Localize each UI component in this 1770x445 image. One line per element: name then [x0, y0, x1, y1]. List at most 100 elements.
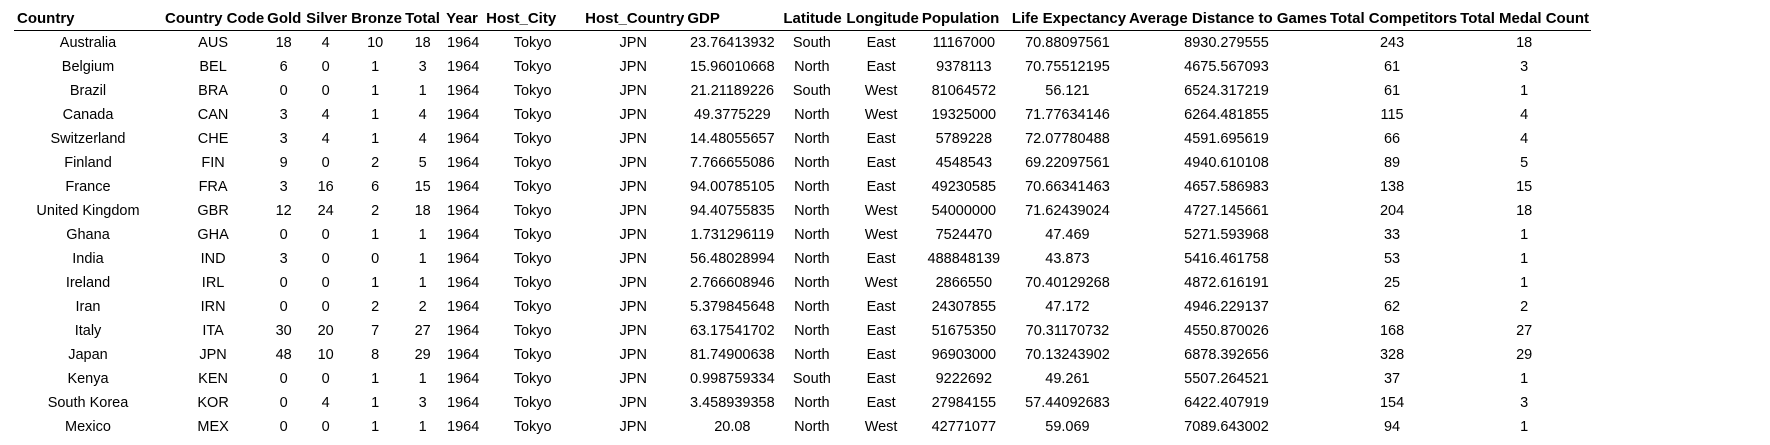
cell-bronze: 1 [371, 419, 380, 435]
col-header-total-medal-count: Total Medal Count [1457, 8, 1592, 31]
cell-silver: 4 [321, 35, 330, 51]
cell-average-distance: 4550.870026 [1184, 323, 1269, 339]
cell-latitude: North [794, 203, 830, 219]
cell-total-medal-count: 1 [1520, 275, 1529, 291]
cell-total-competitors: 37 [1383, 371, 1401, 387]
cell-gdp: 7.766655086 [690, 155, 775, 171]
cell-population: 81064572 [931, 83, 997, 99]
cell-country: Iran [75, 299, 101, 315]
cell-bronze: 0 [371, 251, 380, 267]
cell-total-medal-count: 1 [1520, 83, 1529, 99]
cell-country: Switzerland [50, 131, 126, 147]
cell-total: 1 [418, 419, 427, 435]
cell-silver: 4 [321, 395, 330, 411]
cell-latitude: North [794, 155, 830, 171]
cell-longitude: East [866, 323, 896, 339]
cell-total: 3 [418, 59, 427, 75]
cell-latitude: North [794, 395, 830, 411]
cell-host-city: Tokyo [513, 179, 552, 195]
cell-gdp: 15.96010668 [690, 59, 775, 75]
cell-year: 1964 [447, 299, 480, 315]
cell-latitude: South [792, 35, 831, 51]
cell-total: 1 [418, 227, 427, 243]
cell-country: Australia [59, 35, 117, 51]
cell-total: 15 [414, 179, 431, 195]
cell-longitude: East [866, 251, 896, 267]
cell-country: Brazil [69, 83, 107, 99]
cell-country-code: GBR [197, 203, 229, 219]
cell-country: Italy [74, 323, 102, 339]
cell-total-competitors: 61 [1383, 59, 1401, 75]
cell-gold: 3 [279, 179, 288, 195]
col-header-latitude: Latitude [780, 8, 844, 31]
cell-total-medal-count: 2 [1520, 299, 1529, 315]
cell-total-medal-count: 1 [1520, 371, 1529, 387]
cell-year: 1964 [447, 131, 480, 147]
cell-life-expectancy: 57.44092683 [1025, 395, 1110, 411]
cell-year: 1964 [447, 155, 480, 171]
cell-host-country: JPN [619, 419, 647, 435]
cell-population: 5789228 [935, 131, 993, 147]
cell-population: 4548543 [935, 155, 993, 171]
cell-life-expectancy: 56.121 [1045, 83, 1090, 99]
cell-total-competitors: 33 [1383, 227, 1401, 243]
cell-country-code: KOR [197, 395, 229, 411]
cell-total-competitors: 89 [1383, 155, 1401, 171]
cell-total: 1 [418, 251, 427, 267]
cell-bronze: 2 [371, 299, 380, 315]
cell-total-competitors: 243 [1379, 35, 1405, 51]
table-row: Finland FIN 9 0 2 5 1964 Tokyo JPN 7.766655086 Nor… [14, 151, 1591, 175]
cell-country-code: IRL [201, 275, 225, 291]
cell-gdp: 49.3775229 [694, 107, 771, 123]
cell-total: 1 [418, 275, 427, 291]
cell-total: 2 [418, 299, 427, 315]
cell-gold: 3 [279, 131, 288, 147]
table-row: Italy ITA 30 20 7 27 1964 Tokyo JPN 63.17541702 No… [14, 319, 1591, 343]
cell-host-country: JPN [619, 155, 647, 171]
cell-country: Mexico [65, 419, 111, 435]
cell-latitude: South [792, 371, 831, 387]
cell-average-distance: 6264.481855 [1184, 107, 1269, 123]
cell-host-country: JPN [619, 83, 647, 99]
cell-total-medal-count: 3 [1520, 59, 1529, 75]
cell-host-country: JPN [619, 179, 647, 195]
cell-population: 51675350 [931, 323, 997, 339]
cell-latitude: North [794, 131, 830, 147]
table-row: Iran IRN 0 0 2 2 1964 Tokyo JPN 5.379845648 North E… [14, 295, 1591, 319]
cell-bronze: 1 [371, 107, 380, 123]
cell-bronze: 10 [367, 35, 384, 51]
cell-gold: 6 [279, 59, 288, 75]
cell-total-competitors: 328 [1379, 347, 1405, 363]
cell-total: 1 [418, 83, 427, 99]
col-header-average-distance: Average Distance to Games [1126, 8, 1327, 31]
cell-silver: 0 [321, 227, 330, 243]
cell-country: Canada [62, 107, 114, 123]
table-row: South Korea KOR 0 4 1 3 1964 Tokyo JPN 3.45893935… [14, 391, 1591, 415]
col-header-host-country: Host_Country [582, 8, 685, 31]
cell-year: 1964 [447, 203, 480, 219]
cell-bronze: 2 [371, 203, 380, 219]
cell-total: 4 [418, 131, 427, 147]
cell-gdp: 23.76413932 [690, 35, 775, 51]
cell-host-city: Tokyo [513, 107, 552, 123]
cell-silver: 0 [321, 59, 330, 75]
cell-bronze: 1 [371, 83, 380, 99]
cell-host-city: Tokyo [513, 347, 552, 363]
cell-latitude: North [794, 419, 830, 435]
cell-silver: 0 [321, 251, 330, 267]
col-header-year: Year [443, 8, 484, 31]
cell-host-city: Tokyo [513, 59, 552, 75]
cell-country: Finland [64, 155, 112, 171]
cell-bronze: 1 [371, 371, 380, 387]
cell-life-expectancy: 70.75512195 [1025, 59, 1110, 75]
cell-year: 1964 [447, 59, 480, 75]
cell-life-expectancy: 47.469 [1045, 227, 1090, 243]
cell-host-country: JPN [619, 299, 647, 315]
table-row: Brazil BRA 0 0 1 1 1964 Tokyo JPN 21.21189226 Sout… [14, 79, 1591, 103]
cell-longitude: East [866, 35, 896, 51]
col-header-population: Population [918, 8, 1009, 31]
cell-host-city: Tokyo [513, 227, 552, 243]
cell-country-code: JPN [199, 347, 227, 363]
cell-total-competitors: 154 [1379, 395, 1405, 411]
cell-total: 5 [418, 155, 427, 171]
